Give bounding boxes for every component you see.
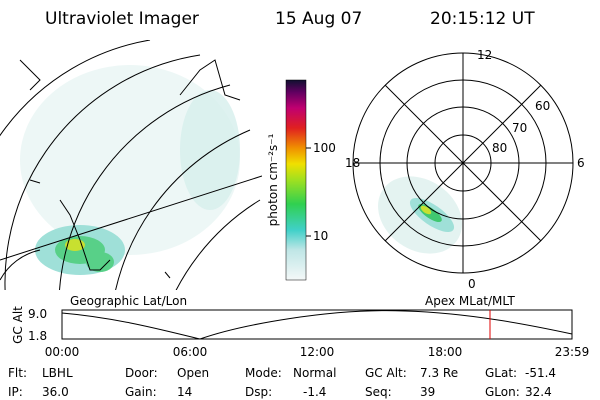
status-label: Flt: bbox=[8, 366, 27, 380]
status-value: 14 bbox=[177, 385, 192, 399]
status-label: Seq: bbox=[365, 385, 392, 399]
status-label: Dsp: bbox=[245, 385, 272, 399]
time: 20:15:12 UT bbox=[430, 9, 535, 29]
header: Ultraviolet Imager 15 Aug 07 20:15:12 UT bbox=[45, 9, 535, 29]
status-value: Open bbox=[177, 366, 209, 380]
colorbar: 100 10 photon cm⁻²s⁻¹ bbox=[266, 79, 336, 281]
status-value: LBHL bbox=[42, 366, 73, 380]
status-value: 7.3 Re bbox=[420, 366, 458, 380]
status-label: Gain: bbox=[125, 385, 157, 399]
caption: Apex MLat/MLT bbox=[425, 294, 515, 308]
title: Ultraviolet Imager bbox=[45, 9, 199, 29]
status-value: 32.4 bbox=[525, 385, 552, 399]
mlt-label: 6 bbox=[577, 156, 585, 170]
status-panel: Flt: LBHL IP: 36.0 Door: Open Gain: 14 Mode: Norm… bbox=[8, 366, 556, 399]
caption: Geographic Lat/Lon bbox=[70, 294, 187, 308]
mlat-label: 70 bbox=[512, 121, 527, 135]
y-label: GC Alt bbox=[11, 306, 25, 344]
colorbar-tick: 100 bbox=[313, 141, 336, 155]
mlt-label: 12 bbox=[477, 48, 492, 62]
status-label: GLat: bbox=[485, 366, 517, 380]
x-tick-label: 06:00 bbox=[173, 345, 208, 359]
status-label: Mode: bbox=[245, 366, 282, 380]
mlt-label: 0 bbox=[468, 277, 476, 291]
status-value: 36.0 bbox=[42, 385, 69, 399]
x-tick-label: 23:59 bbox=[555, 345, 590, 359]
altitude-plot: Geographic Lat/Lon Apex MLat/MLT GC Alt … bbox=[11, 294, 589, 359]
colorbar-label: photon cm⁻²s⁻¹ bbox=[266, 133, 280, 226]
status-value: -51.4 bbox=[525, 366, 556, 380]
date: 15 Aug 07 bbox=[275, 9, 362, 29]
x-tick-label: 12:00 bbox=[300, 345, 335, 359]
geographic-map bbox=[0, 40, 262, 290]
mlt-label: 18 bbox=[345, 156, 360, 170]
polar-plot: 12 18 6 0 60 70 80 bbox=[345, 48, 585, 291]
colorbar-tick: 10 bbox=[313, 229, 328, 243]
status-label: GC Alt: bbox=[365, 366, 407, 380]
status-value: -1.4 bbox=[303, 385, 326, 399]
status-value: 39 bbox=[420, 385, 435, 399]
mlat-label: 80 bbox=[492, 141, 507, 155]
status-label: GLon: bbox=[485, 385, 520, 399]
y-tick-label: 9.0 bbox=[28, 307, 47, 321]
status-label: IP: bbox=[8, 385, 23, 399]
status-label: Door: bbox=[125, 366, 158, 380]
x-tick-label: 18:00 bbox=[428, 345, 463, 359]
x-tick-label: 00:00 bbox=[45, 345, 80, 359]
y-tick-label: 1.8 bbox=[28, 329, 47, 343]
mlat-label: 60 bbox=[535, 99, 550, 113]
status-value: Normal bbox=[293, 366, 336, 380]
